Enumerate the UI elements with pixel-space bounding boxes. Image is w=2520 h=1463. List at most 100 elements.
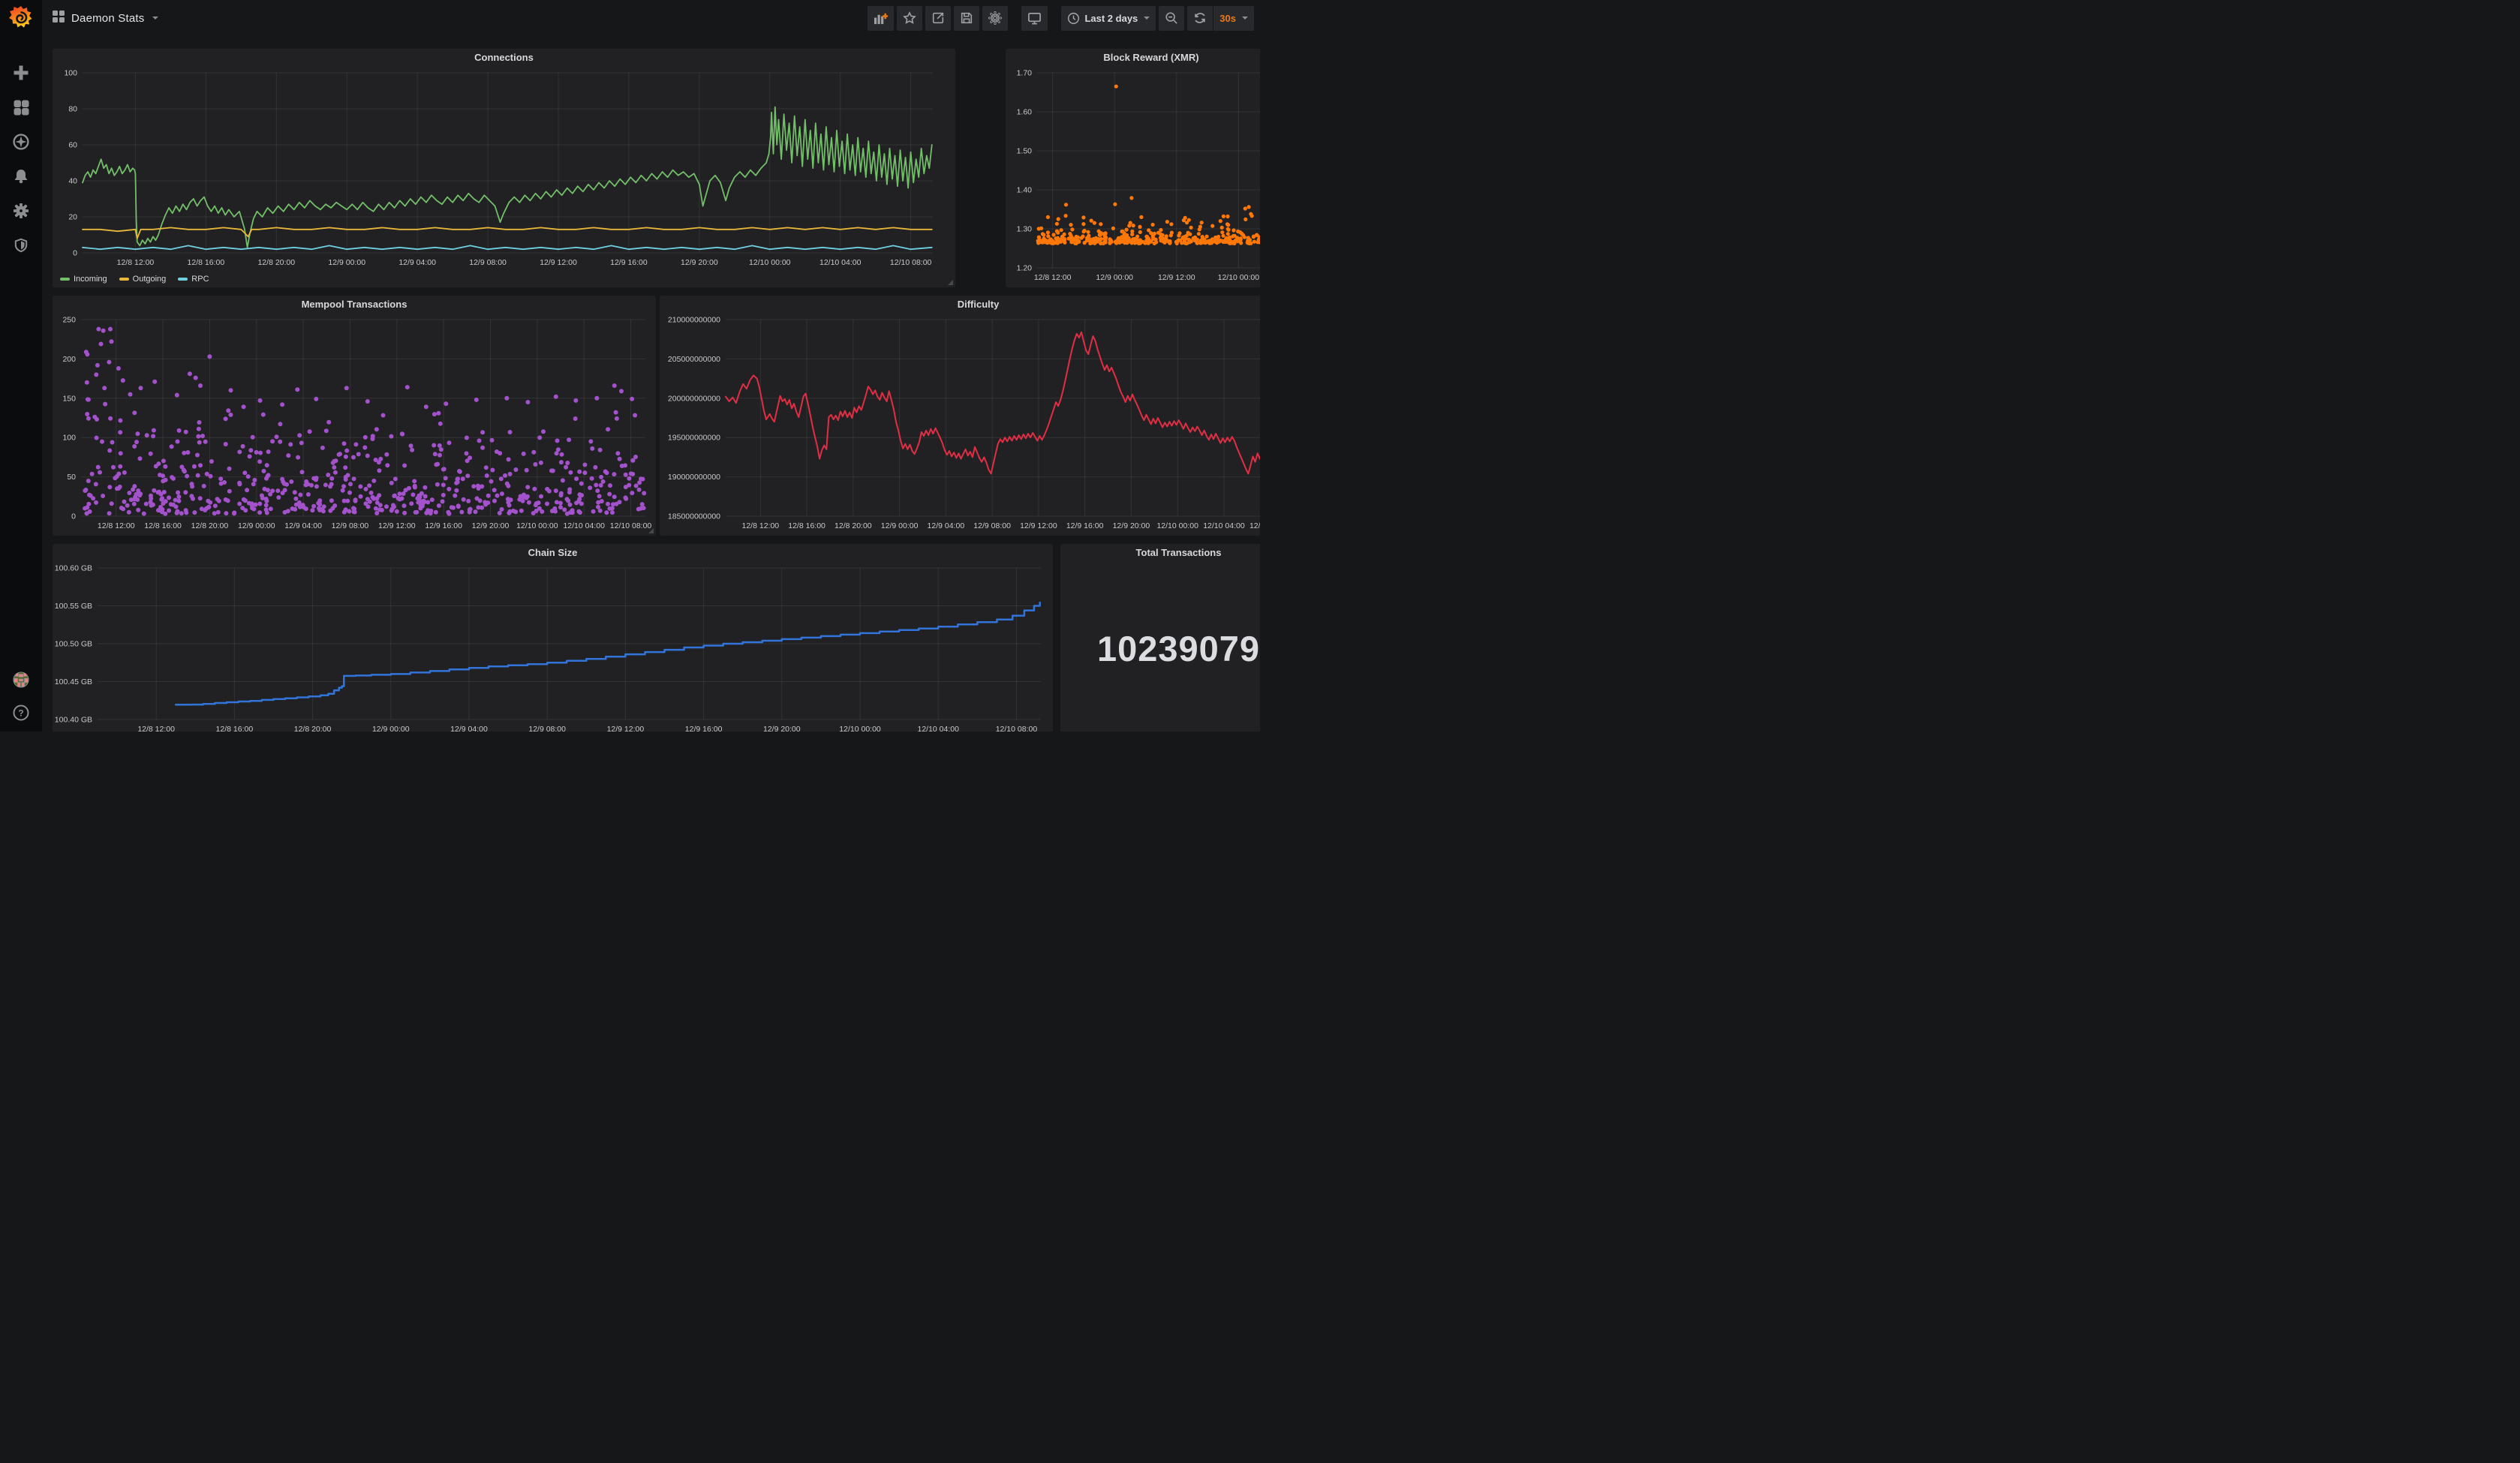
dashboards-grid-icon[interactable]: [13, 99, 29, 116]
svg-text:12/10 00:00: 12/10 00:00: [749, 258, 791, 267]
svg-text:185000000000: 185000000000: [668, 512, 720, 521]
svg-text:12/9 04:00: 12/9 04:00: [928, 521, 965, 530]
svg-text:0: 0: [73, 249, 77, 258]
svg-text:12/10 08:00: 12/10 08:00: [610, 521, 652, 530]
user-avatar[interactable]: [13, 671, 29, 688]
svg-text:12/8 20:00: 12/8 20:00: [257, 258, 295, 267]
panel-title[interactable]: Chain Size: [53, 544, 1053, 562]
svg-text:1.20: 1.20: [1017, 264, 1033, 273]
server-admin-shield-icon[interactable]: [13, 237, 29, 254]
svg-text:12/9 12:00: 12/9 12:00: [1020, 521, 1057, 530]
panel-title[interactable]: Total Transactions: [1060, 544, 1260, 562]
svg-text:12/8 20:00: 12/8 20:00: [294, 725, 332, 732]
configuration-gear-icon[interactable]: [13, 203, 29, 219]
connections-chart[interactable]: 02040608010012/8 12:0012/8 16:0012/8 20:…: [53, 67, 955, 271]
svg-text:12/9 20:00: 12/9 20:00: [1113, 521, 1150, 530]
create-plus-icon[interactable]: [13, 65, 29, 81]
toolbar: Last 2 days 30s: [868, 6, 1254, 31]
add-panel-button[interactable]: [868, 6, 894, 31]
svg-text:12/9 08:00: 12/9 08:00: [528, 725, 566, 732]
svg-text:12/10 04:00: 12/10 04:00: [1203, 521, 1245, 530]
svg-text:0: 0: [71, 512, 76, 521]
svg-text:100.60 GB: 100.60 GB: [55, 564, 92, 573]
panel-title[interactable]: Mempool Transactions: [53, 296, 656, 314]
legend-label: Outgoing: [133, 275, 167, 284]
refresh-interval-button[interactable]: 30s: [1213, 6, 1254, 31]
help-icon[interactable]: ?: [13, 704, 29, 721]
svg-text:1.70: 1.70: [1017, 69, 1033, 78]
alerting-bell-icon[interactable]: [13, 168, 29, 185]
panel-connections: Connections 02040608010012/8 12:0012/8 1…: [53, 49, 955, 287]
svg-text:12/9 20:00: 12/9 20:00: [681, 258, 718, 267]
svg-text:12/8 12:00: 12/8 12:00: [1034, 273, 1072, 282]
svg-text:50: 50: [67, 473, 76, 482]
panel-title[interactable]: Connections: [53, 49, 955, 67]
dashboard-title[interactable]: Daemon Stats: [71, 12, 144, 25]
svg-text:12/8 16:00: 12/8 16:00: [188, 258, 225, 267]
svg-text:1.40: 1.40: [1017, 186, 1033, 195]
svg-text:12/9 00:00: 12/9 00:00: [1096, 273, 1133, 282]
svg-text:?: ?: [18, 708, 23, 719]
difficulty-chart[interactable]: 1850000000001900000000001950000000002000…: [660, 314, 1260, 536]
breadcrumb: Daemon Stats: [53, 11, 158, 26]
svg-text:12/8 20:00: 12/8 20:00: [834, 521, 872, 530]
save-button[interactable]: [954, 6, 979, 31]
dashboard-grid: Connections 02040608010012/8 12:0012/8 1…: [42, 36, 1260, 732]
block-reward-chart[interactable]: 1.201.301.401.501.601.7012/8 12:0012/9 0…: [1006, 67, 1260, 287]
svg-text:12/8 16:00: 12/8 16:00: [216, 725, 254, 732]
panel-title[interactable]: Difficulty: [660, 296, 1260, 314]
refresh-button[interactable]: [1187, 6, 1213, 31]
svg-text:12/8 16:00: 12/8 16:00: [788, 521, 825, 530]
svg-text:1.50: 1.50: [1017, 147, 1033, 156]
svg-text:40: 40: [68, 177, 77, 186]
legend-swatch-rpc: [178, 278, 188, 281]
svg-text:12/9 04:00: 12/9 04:00: [284, 521, 322, 530]
svg-text:12/9 04:00: 12/9 04:00: [398, 258, 436, 267]
svg-text:12/8 16:00: 12/8 16:00: [144, 521, 182, 530]
dashboard-grid-icon: [53, 11, 65, 26]
legend-item-incoming[interactable]: Incoming: [60, 275, 107, 284]
legend-swatch-outgoing: [119, 278, 129, 281]
mempool-chart[interactable]: 05010015020025012/8 12:0012/8 16:0012/8 …: [53, 314, 656, 536]
explore-compass-icon[interactable]: [13, 134, 29, 150]
legend-item-outgoing[interactable]: Outgoing: [119, 275, 167, 284]
title-caret-icon[interactable]: [152, 17, 158, 20]
legend-item-rpc[interactable]: RPC: [178, 275, 209, 284]
svg-text:205000000000: 205000000000: [668, 355, 720, 364]
svg-text:100.50 GB: 100.50 GB: [55, 640, 92, 649]
svg-text:12/9 16:00: 12/9 16:00: [425, 521, 462, 530]
svg-text:80: 80: [68, 105, 77, 114]
chain-size-chart[interactable]: 100.40 GB100.45 GB100.50 GB100.55 GB100.…: [53, 562, 1053, 732]
svg-text:12/9 00:00: 12/9 00:00: [328, 258, 365, 267]
svg-text:12/9 08:00: 12/9 08:00: [332, 521, 369, 530]
svg-text:12/9 00:00: 12/9 00:00: [881, 521, 919, 530]
svg-text:150: 150: [62, 394, 76, 403]
grafana-logo-icon[interactable]: [8, 5, 34, 32]
panel-title[interactable]: Block Reward (XMR): [1006, 49, 1260, 67]
svg-text:100.40 GB: 100.40 GB: [55, 716, 92, 725]
chart-legend: Incoming Outgoing RPC: [53, 271, 955, 287]
svg-text:12/10 00:00: 12/10 00:00: [1218, 273, 1260, 282]
zoom-out-button[interactable]: [1159, 6, 1184, 31]
svg-text:12/10 00:00: 12/10 00:00: [839, 725, 881, 732]
svg-text:12/8 12:00: 12/8 12:00: [137, 725, 175, 732]
svg-text:12/9 08:00: 12/9 08:00: [973, 521, 1011, 530]
panel-total-transactions: Total Transactions 10239079: [1060, 544, 1260, 732]
cycle-view-button[interactable]: [1021, 6, 1048, 31]
star-button[interactable]: [897, 6, 922, 31]
svg-text:12/9 16:00: 12/9 16:00: [610, 258, 648, 267]
main-area: Daemon Stats: [42, 0, 1260, 732]
settings-button[interactable]: [982, 6, 1008, 31]
sidebar: ?: [0, 0, 42, 732]
svg-text:12/9 04:00: 12/9 04:00: [450, 725, 488, 732]
time-range-button[interactable]: Last 2 days: [1061, 6, 1156, 31]
panel-difficulty: Difficulty 18500000000019000000000019500…: [660, 296, 1260, 536]
total-transactions-value: 10239079: [1060, 628, 1260, 669]
panel-chain-size: Chain Size 100.40 GB100.45 GB100.50 GB10…: [53, 544, 1053, 732]
share-button[interactable]: [925, 6, 951, 31]
sidebar-nav: [13, 65, 29, 254]
svg-text:60: 60: [68, 141, 77, 150]
svg-text:12/10 04:00: 12/10 04:00: [819, 258, 862, 267]
svg-text:12/8 20:00: 12/8 20:00: [191, 521, 229, 530]
grafana-app: ? Daemon Stats: [0, 0, 1260, 732]
